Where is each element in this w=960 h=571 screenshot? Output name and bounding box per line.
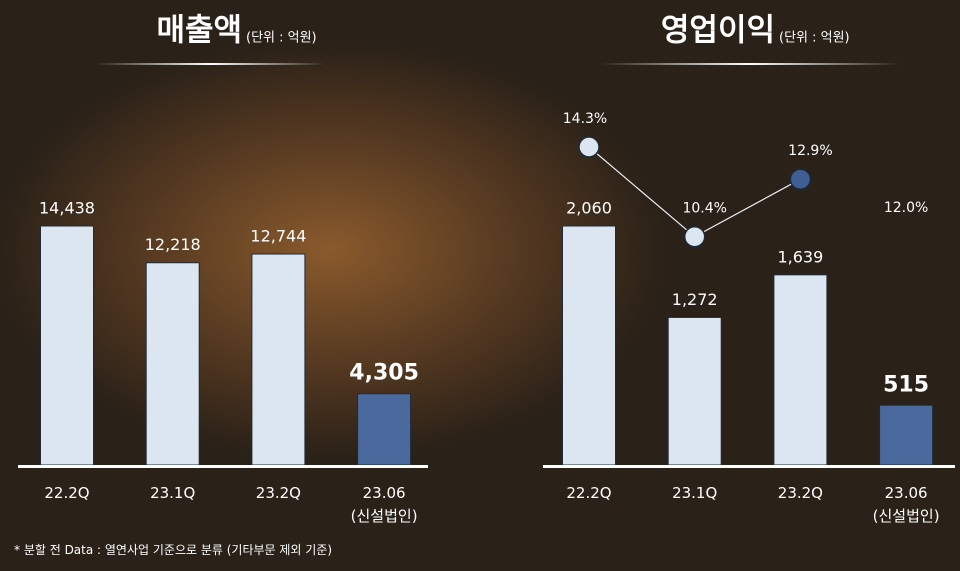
margin-label: 12.0%: [884, 200, 928, 216]
title-rule: [95, 63, 325, 65]
bar: [667, 316, 722, 466]
x-tick-label: 23.2Q: [777, 484, 823, 502]
bar: [773, 274, 828, 466]
value-label: 515: [883, 372, 929, 397]
margin-marker: [578, 136, 600, 158]
value-label: 12,744: [250, 227, 306, 246]
margin-label: 12.9%: [788, 143, 832, 159]
x-tick-label: 22.2Q: [566, 484, 612, 502]
x-tick-label: 22.2Q: [44, 484, 90, 502]
baseline: [18, 465, 428, 468]
bar: [879, 404, 934, 466]
margin-marker: [683, 225, 706, 248]
chart-title: 매출액: [156, 13, 242, 49]
x-tick-label: 23.1Q: [672, 484, 718, 502]
margin-marker: [789, 168, 812, 190]
bar: [357, 393, 412, 466]
bar: [251, 253, 306, 466]
x-tick-label: 23.06 (신설법인): [350, 484, 418, 525]
title-rule: [600, 63, 900, 65]
bar: [145, 262, 200, 466]
x-tick-label: 23.06 (신설법인): [872, 484, 940, 525]
chart-subtitle: (단위 : 억원): [246, 31, 317, 46]
bar: [40, 225, 94, 466]
value-label: 1,272: [672, 290, 718, 309]
chart-subtitle: (단위 : 억원): [779, 31, 850, 46]
value-label: 4,305: [349, 361, 419, 386]
margin-label: 14.3%: [563, 111, 607, 127]
value-label: 2,060: [566, 199, 612, 218]
baseline: [543, 465, 955, 468]
footnote: * 분할 전 Data : 열연사업 기준으로 분류 (기타부문 제외 기준): [14, 543, 333, 557]
chart-title: 영업이익: [661, 13, 775, 49]
value-label: 1,639: [777, 247, 823, 266]
margin-line: [588, 146, 801, 238]
bar: [562, 225, 616, 466]
value-label: 12,218: [145, 235, 201, 254]
x-tick-label: 23.1Q: [150, 484, 196, 502]
value-label: 14,438: [39, 199, 95, 218]
margin-label: 10.4%: [682, 201, 726, 217]
x-tick-label: 23.2Q: [255, 484, 301, 502]
